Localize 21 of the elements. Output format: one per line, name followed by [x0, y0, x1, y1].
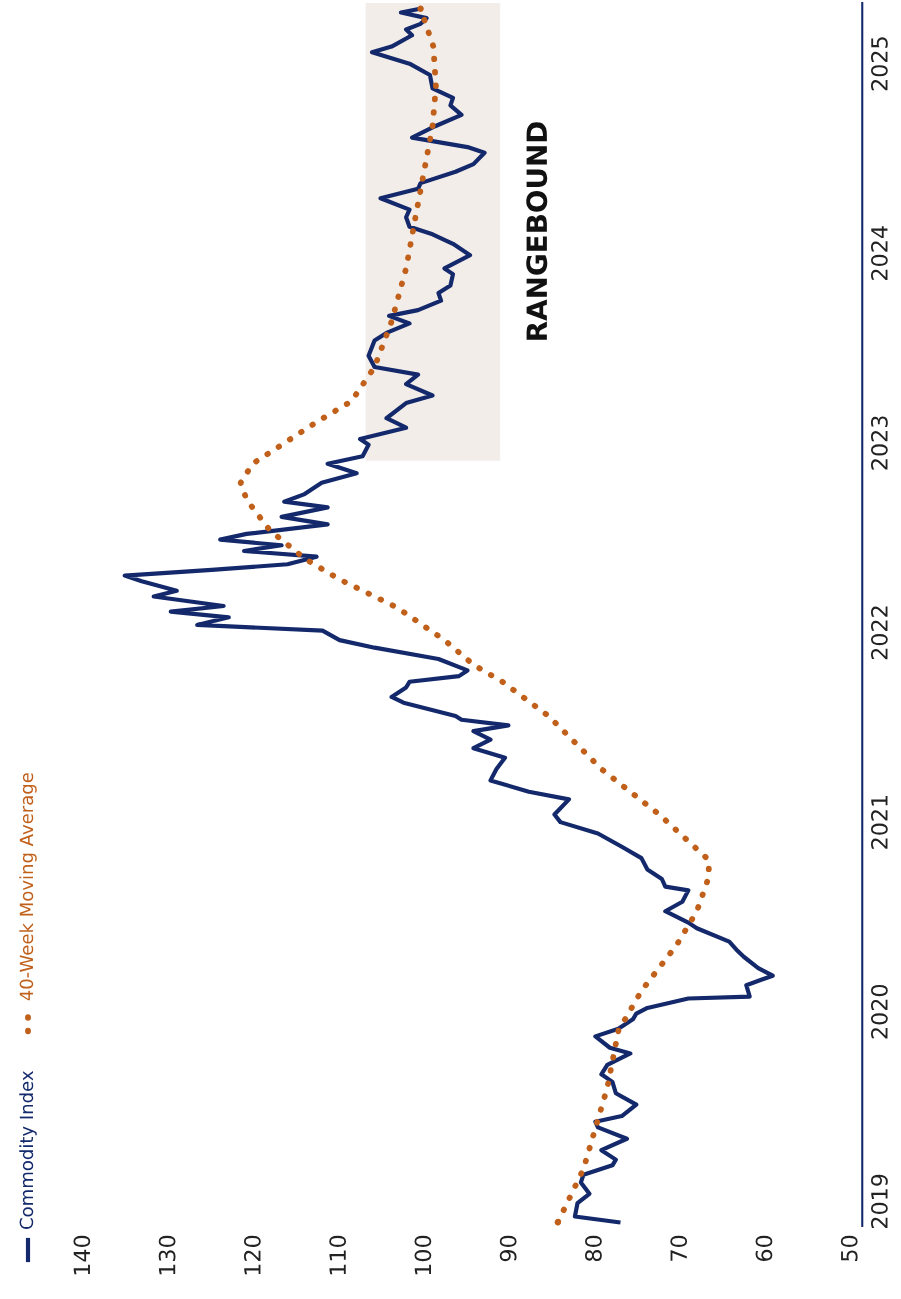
x-tick-label: 130: [158, 1235, 176, 1275]
line-series: [122, 6, 775, 1225]
x-tick-label: 60: [755, 1235, 773, 1262]
y-tick-label: 2020: [870, 984, 888, 1039]
y-tick-label: 2023: [870, 416, 888, 470]
x-tick-label: 90: [499, 1235, 517, 1262]
x-tick-label: 140: [73, 1235, 91, 1275]
x-tick-label: 110: [329, 1235, 347, 1275]
text: Commodity Index: [19, 1071, 37, 1229]
x-tick-label: 120: [243, 1235, 261, 1275]
y-tick-label: 2021: [870, 795, 888, 849]
y-tick-label: 2025: [870, 37, 888, 91]
text: 40-Week Moving Average: [19, 773, 37, 1001]
y-tick-label: 2019: [870, 1174, 888, 1228]
x-tick-label: 70: [670, 1235, 688, 1261]
x-tick-label: 100: [414, 1235, 432, 1275]
y-tick-label: 2024: [870, 226, 888, 280]
y-tick-label: 2022: [870, 606, 888, 660]
x-tick-label: 50: [840, 1235, 858, 1261]
band-label: RANGEBOUND: [526, 122, 548, 340]
x-tick-label: 80: [585, 1235, 602, 1262]
